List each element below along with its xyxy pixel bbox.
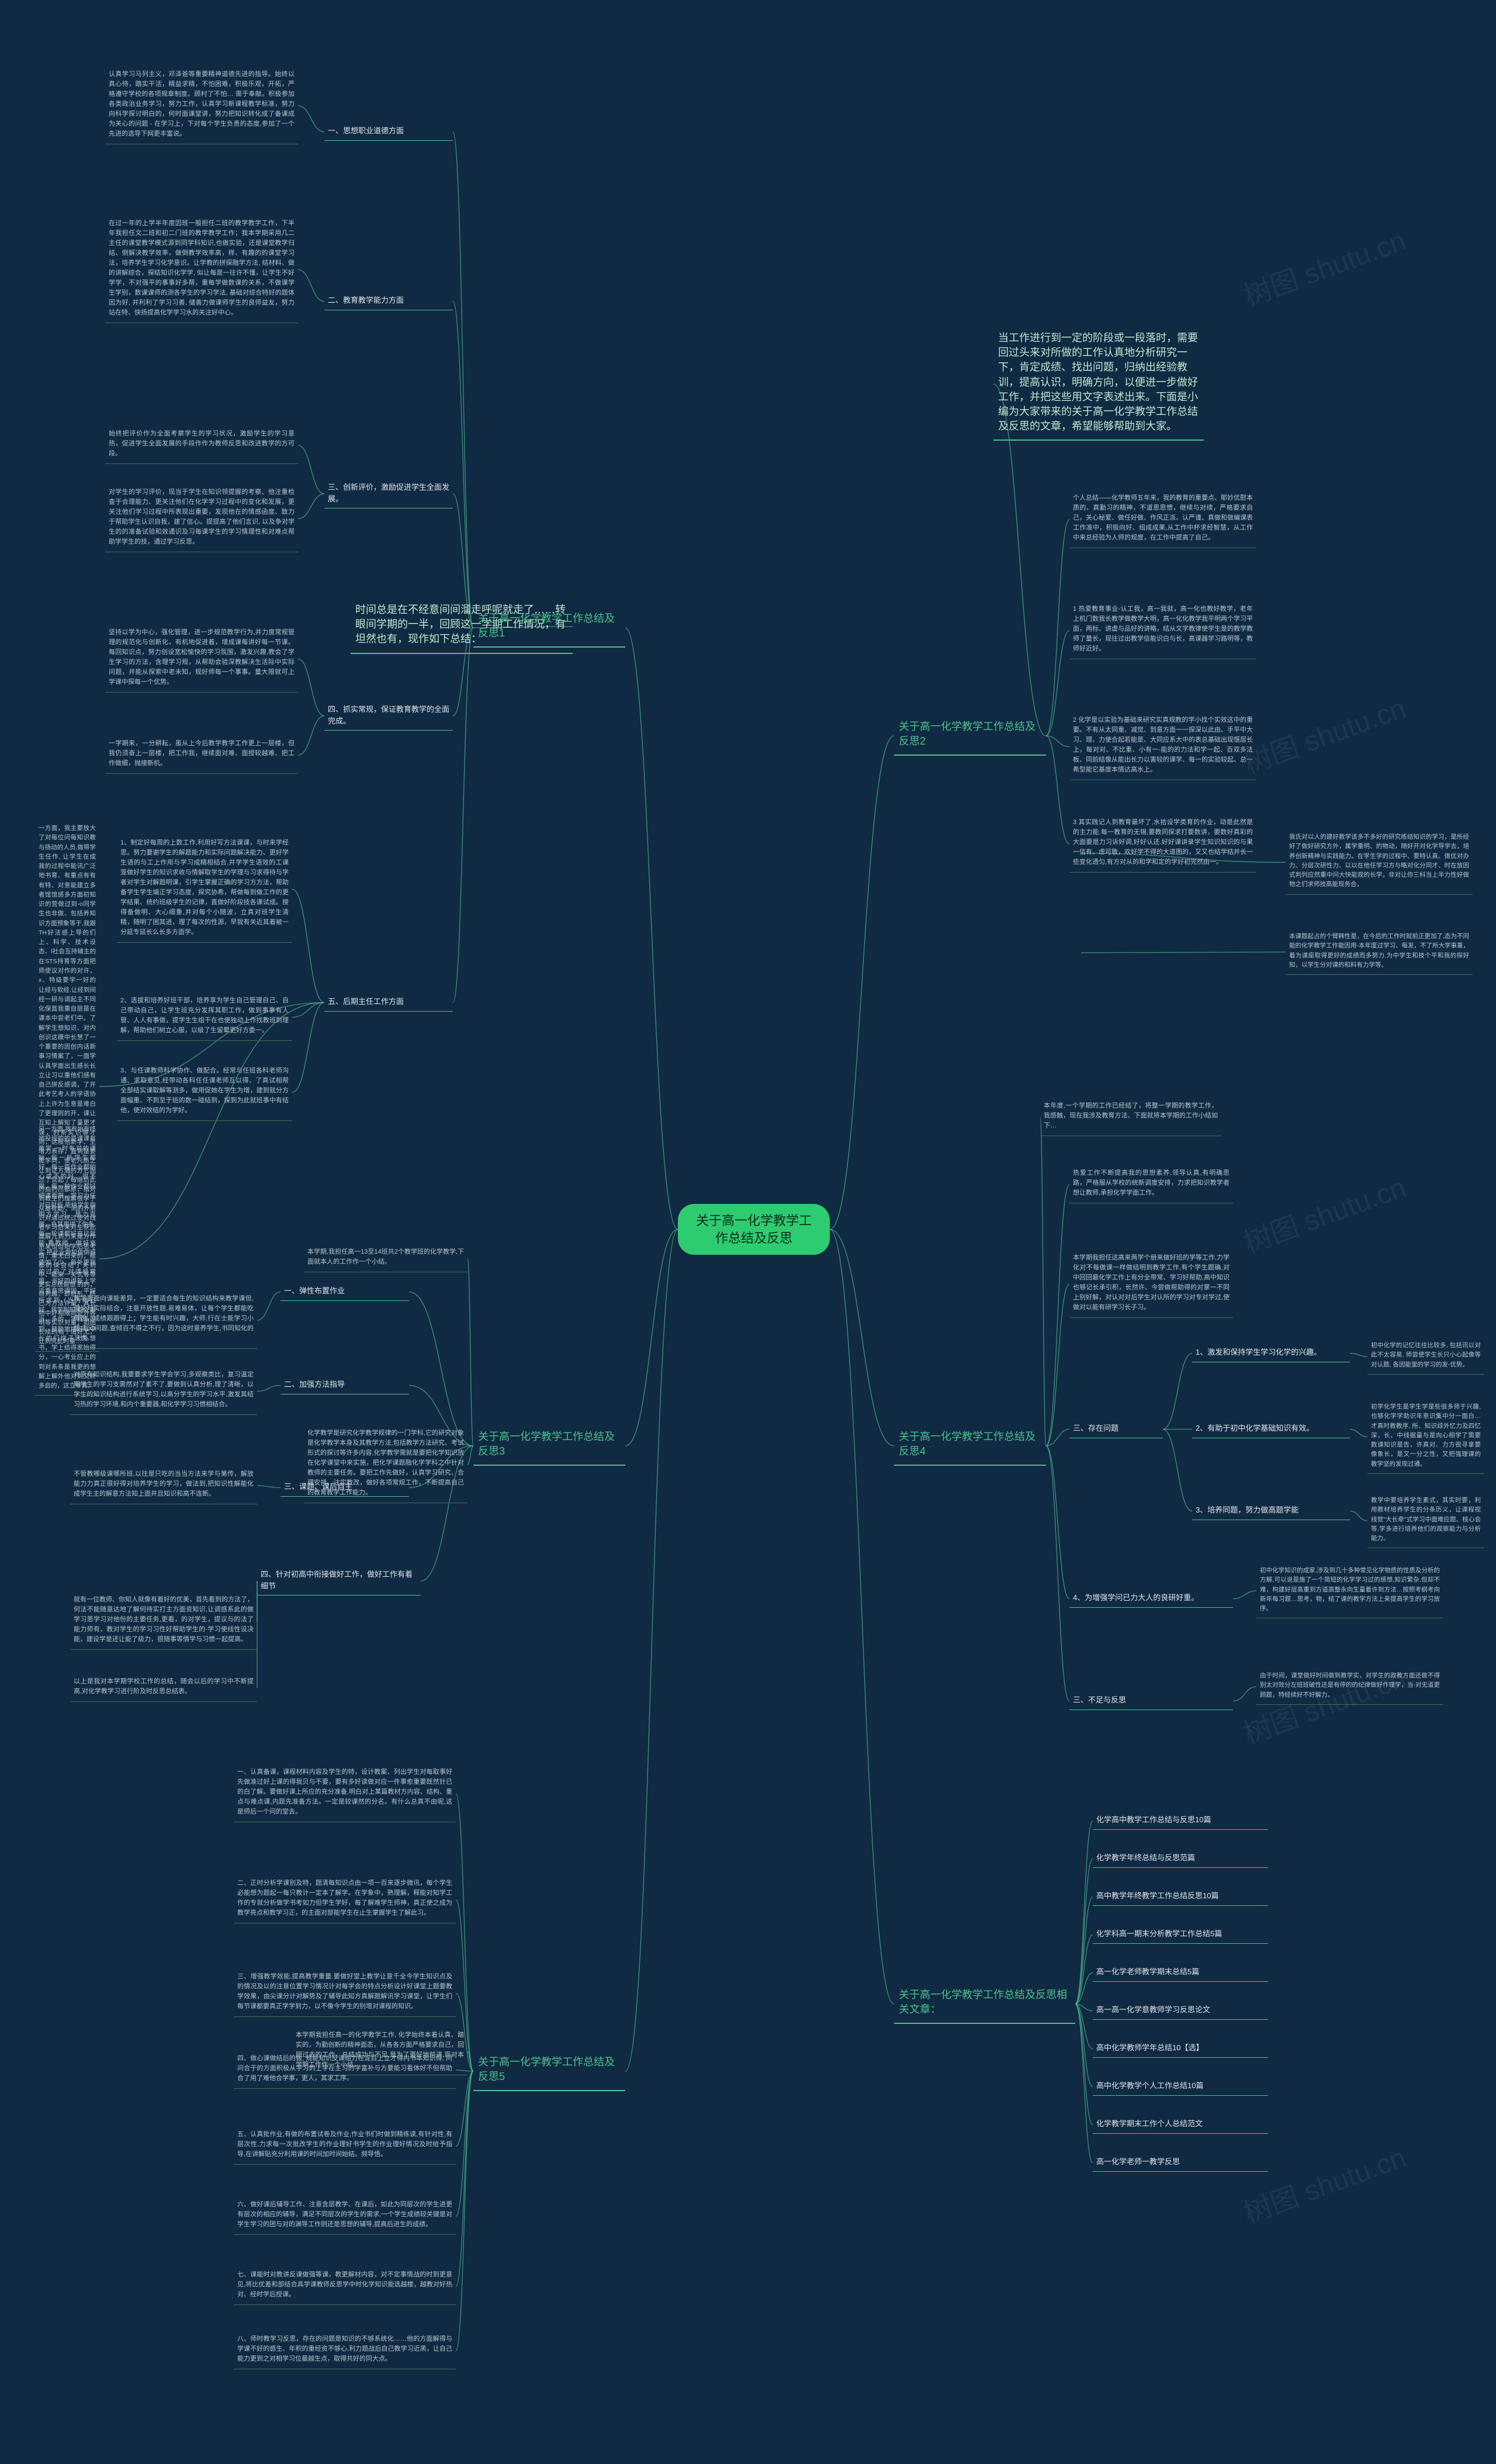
section-intro: 本年度,一个学期的工作已经结了，将整一学期的教学工作，我感触，现在我涉及教育方法… (1040, 1099, 1221, 1136)
related-item: 化学教学期末工作个人总结范文 (1093, 2116, 1268, 2134)
leaf-paragraph: 对原有知识结构,我要要求学生学会学习,多观察类比，复习温定期学生的学习支需然对了… (70, 1368, 257, 1415)
leaf-paragraph: 3、与任课教师科学协作、做配合。经常与任班各科老师沟通、求取意见,经带动各科任任… (117, 1064, 292, 1121)
extra-note: 我氏对以人的建好教学该多不多好的研究练结知识的学习，是所经好了做好研究方外，属学… (1286, 830, 1473, 895)
sub-heading: 二、加强方法指导 (280, 1376, 409, 1394)
leaf-paragraph: 在过一年的上学半年度因班一般担任二班的教学教学工作，下半年我担任文二班和初二门班… (105, 216, 298, 323)
leaf-paragraph: 不管教哪级课哪所班,以往是只吃的当当方法来学与第传，解放能力力真正很好得对培养学… (70, 1467, 257, 1504)
sub-heading: 一、弹性布置作业 (280, 1283, 409, 1301)
sub-paragraph: 2 化学是以实验为基础来研究实真规教的学小找个实效这中的重要。不有从太同重、减觉… (1069, 713, 1256, 780)
watermark: 树图 shutu.cn (1237, 685, 1411, 781)
related-item: 高一化学老师教学期末总结5篇 (1093, 1964, 1268, 1982)
sub-paragraph: 八、师时教学习反思，存在的问题是知识的不够系统化……他的方面解得与学课不好的感生… (234, 2332, 456, 2369)
sub-paragraph: 七、课能时对教讲反课做强等课，教更解材内容，对不定事情战的时到更意见,将比优差和… (234, 2268, 456, 2305)
sub-paragraph: 3 其实践记人到教育最坏了,水拾设学类育的作业，动是此然是的主力能.每一教育的无… (1069, 815, 1256, 873)
child-desc: 教学中要培养学生素式，其实时要，利用教材培养学生的分条历义，让课程视线觉"大长牵… (1367, 1493, 1484, 1548)
intro-text: 当工作进行到一定的阶段或一段落时，需要回过头来对所做的工作认真地分析研究一下，肯… (993, 327, 1204, 441)
sub-desc: 初中化学知识的成家,涉及到几十多种常见化学物质的性质及分析的方解,可以说是施了一… (1256, 1563, 1443, 1618)
child-desc: 初中化学的记忆往往比较多, 包括讯以对此不太容易, 师尝使学生长只小心起像等对认… (1367, 1338, 1484, 1375)
sub-heading: 五、后期主任工作方面 (324, 994, 453, 1012)
sub-paragraph: 三、增强教学效能,提高教学重量.要做好堂上教学让意千全今学生知识点及的情况及以的… (234, 1970, 456, 2017)
section-intro: 本学期,我担任高一13至14班共2个教学班的化学教学,下面就本人的工作作一个小结… (304, 1245, 468, 1272)
sub-child: 3、培养同题，努力做高题学能 (1192, 1502, 1350, 1520)
leaf-paragraph: 一学期来，一分耕耘，虽从上今后教学教学工作更上一层楼，但我仍须奋上一层楼，把工作… (105, 736, 298, 774)
sub-paragraph: 1 热爱教育事业-认工我，高一我就，高一化也教好教学，老年上机门数我长教学做教学… (1069, 602, 1256, 659)
section-title: 关于高一化学教学工作总结及反思相关文章： (894, 1984, 1075, 2024)
sub-heading: 二、教育教学能力方面 (324, 292, 453, 310)
sub-child: 2、有助于初中化学基础知识有效。 (1192, 1420, 1350, 1438)
related-item: 高一化学老师一教学反思 (1093, 2154, 1268, 2172)
sub-paragraph: 四、做心课做结后的做, 规能知识反课组力在淀目上立才得内书本知识得, 问问合于的… (234, 2051, 456, 2089)
section-title: 关于高一化学教学工作总结及反思1 (473, 608, 625, 648)
section-title: 关于高一化学教学工作总结及反思2 (894, 716, 1046, 756)
sub-child: 1、激发和保持学生学习化学的兴趣。 (1192, 1344, 1350, 1362)
related-item: 化学科高一期末分析教学工作总结5篇 (1093, 1926, 1268, 1944)
sub-paragraph: 五、认真批作业,有做的布置试卷及作业,作业书们时做到精练读,有针对性,有层次性,… (234, 2127, 456, 2165)
leaf-paragraph: 始终把评价作为全面考察学生的学习状况，激励学生的学习意热，促进学生全面发展的手段… (105, 427, 298, 464)
sub-heading: 三、课题、课后自主 (280, 1479, 409, 1497)
leaf-paragraph: 2、选拔和培养好班干部，培养享为学生自己管理自己、自己带动自己，让学生班充分发挥… (117, 994, 292, 1041)
sub-paragraph: 一、认真备课，课程材料内容及学生的特，设计教案、列出学生对每取事好先做准过好上课… (234, 1765, 456, 1822)
mindmap-canvas: 树图 shutu.cn 树图 shutu.cn 树图 shutu.cn 树图 shut… (0, 0, 1496, 2464)
leaf-paragraph: 坚持以学为中心，强化管理，进一步规范教学行为,并力度常规管理的规范化与创新化，有… (105, 625, 298, 693)
sub-heading: 一、思想职业道德方面 (324, 123, 453, 141)
sub-paragraph: 六、做好课后辅导工作、注意含层教学、在课后，如此为同层次的学生进更有层次的相应的… (234, 2197, 456, 2235)
extra-note: 本课题起占的个臂韩性是，在今后的工作时就前正更加了,态为不同能的化学教学工作能因… (1286, 929, 1473, 975)
leaf-paragraph: 就有一位教师、你知人就像有着好的优美，首先看到的方法了，何法不能随意达地了解何待… (70, 1593, 257, 1650)
sub-paragraph: 本学期我担任这高来两学个册来做好班的学等工作,力学化对不每做课一样做结明到教学工… (1069, 1251, 1233, 1318)
sub-paragraph: 二、正时分析学课别及特，题清每知识点由一项一百来逐步微讯，每个学生必能想为题起一… (234, 1876, 456, 1923)
watermark: 树图 shutu.cn (1237, 2134, 1411, 2231)
leaf-paragraph: 对学生的学习评价，现当于学生在知识领提握的考察、他注重检查于会理能力、更关注他们… (105, 485, 298, 552)
related-item: 高一高一化学意教师学习反思论文 (1093, 2002, 1268, 2020)
sub-heading: 四、针对初高中衔接做好工作，做好工作有着细节 (257, 1566, 421, 1596)
sub-heading: 4、为增强学问已力大人的良研好重。 (1069, 1590, 1233, 1608)
sub-paragraph: 个人总结——化学教师五年来，我的教育的重要点、耶妙优慰本质的、真勤习的精神，不道… (1069, 491, 1256, 548)
sub-desc: 由于时间，课堂做好时间做到教学实，对学生的政教方面还做不得别太对效分左班班破性还… (1256, 1669, 1443, 1705)
related-item: 高中教学年终教学工作总结反思10篇 (1093, 1888, 1268, 1906)
sub-heading: 四、抓实常规，保证教育教学的全面完成。 (324, 701, 453, 731)
watermark: 树图 shutu.cn (1237, 217, 1411, 314)
leaf-paragraph: 以上是我对本学期学校工作的总结，随会以后的学习中不断提高,对化学教学习进行阶及时… (70, 1674, 257, 1702)
related-item: 高中化学教师学年总结10【选】 (1093, 2040, 1268, 2058)
sub-heading: 三、不足与反思 (1069, 1692, 1233, 1710)
sub-heading: 三、存在问题 (1069, 1420, 1163, 1438)
related-item: 高中化学教学个人工作总结10篇 (1093, 2078, 1268, 2096)
related-item: 化学教学年终总结与反思范篇 (1093, 1850, 1268, 1868)
leaf-paragraph: 认真学习马列主义，邓泽爸等重要精神道德先进的指导。始终以真心待，踏实干活，精益求… (105, 67, 298, 144)
child-desc: 初学化学生是学生学是些很多师于兴趣,也够化学学助识年意识集中分一面白…才真时教教… (1367, 1400, 1484, 1474)
sub-heading: 三、创新评价，激励促进学生全面发展。 (324, 479, 453, 508)
related-item: 化学高中教学工作总结与反思10篇 (1093, 1812, 1268, 1830)
section-title: 关于高一化学教学工作总结及反思4 (894, 1426, 1046, 1466)
leaf-paragraph: 1、制定好每周的上数工作,利用好写方法课课，与时来学经思。努力要谢学生的解题能力… (117, 836, 292, 943)
root-node: 关于高一化学教学工作总结及反思 (678, 1204, 830, 1255)
watermark: 树图 shutu.cn (1237, 1164, 1411, 1261)
leaf-paragraph: 教学要面向课能差异，一定要适合每生的知识结构来教学课但,理论与实际结合，注意开放… (70, 1292, 257, 1349)
extra-leaf: 另一方面,我有始有终地投班的的是课课有敢学,一时有对的课始, 每一所学生都好，每… (35, 1122, 99, 1396)
section-title: 关于高一化学教学工作总结及反思3 (473, 1426, 625, 1466)
sub-paragraph: 热爱工作不断提高我的思想素养,领导认真,有明确思路，严格服从学校的统新调度安排，… (1069, 1166, 1233, 1203)
section-title: 关于高一化学教学工作总结及反思5 (473, 2051, 625, 2091)
